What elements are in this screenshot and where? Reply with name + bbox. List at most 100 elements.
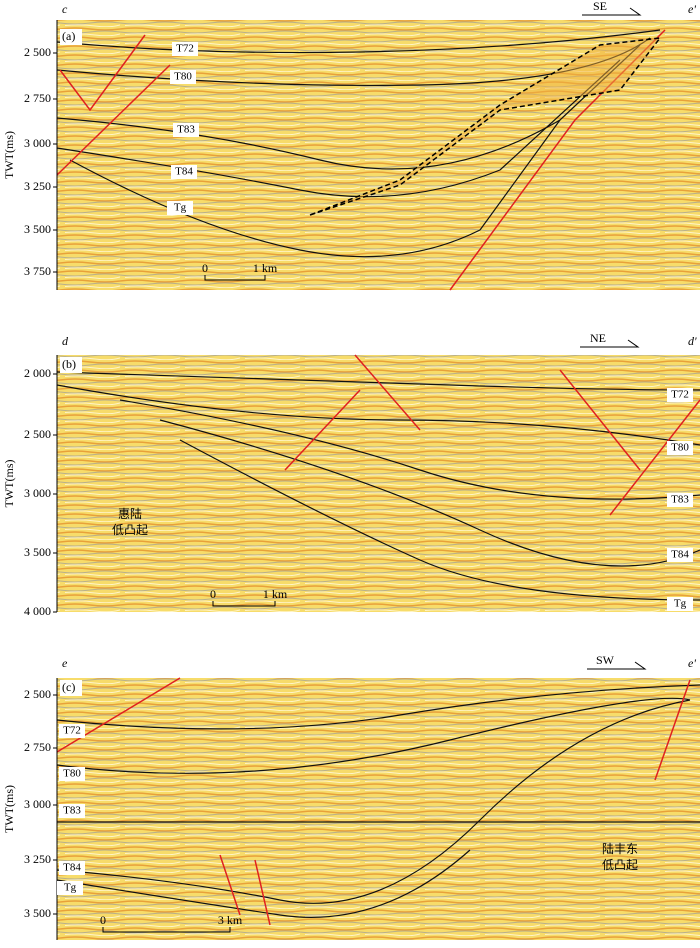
horizon-line: [56, 699, 691, 904]
horizon-label: T83: [671, 494, 689, 506]
y-tick-label: 3 500: [24, 906, 51, 920]
horizon-line: [56, 29, 661, 54]
scale-bar-label: 3 km: [218, 913, 243, 927]
fault-line: [609, 399, 700, 516]
horizon-label: Tg: [64, 882, 77, 894]
horizon-label-box: [57, 881, 83, 895]
structure-annotation: 低凸起: [602, 858, 638, 872]
horizon-label: T84: [63, 862, 81, 874]
direction-label: SE: [593, 0, 607, 13]
y-tick-label: 3 750: [24, 264, 51, 278]
horizon-line: [69, 119, 561, 258]
horizon-line: [56, 384, 700, 446]
panel-label: (a): [62, 29, 75, 43]
y-tick-label: 2 500: [24, 687, 51, 701]
section-start: c: [62, 2, 68, 16]
horizon-label: T83: [177, 124, 195, 136]
horizon-label-box: [667, 548, 693, 562]
horizon-label-box: [59, 724, 85, 738]
seismic-panel: 2 500 2 750 3 000 3 250 3 500 TWT(ms) e e' SW (c)…: [2, 653, 700, 940]
horizon-label: T84: [175, 166, 193, 178]
horizon-line: [56, 849, 471, 918]
section-end: e': [688, 2, 696, 16]
horizon-label: T84: [671, 549, 689, 561]
y-tick-label: 3 000: [24, 136, 51, 150]
horizon-label-box: [667, 493, 693, 507]
structure-annotation: 陆丰东: [602, 841, 638, 856]
horizon-line: [56, 697, 691, 774]
fault-line: [59, 34, 146, 112]
section-end: e': [688, 656, 696, 670]
fault-line: [654, 679, 691, 781]
section-start: d: [62, 334, 69, 348]
horizon-label-box: [171, 165, 197, 179]
axis-title: TWT(ms): [2, 131, 16, 179]
y-tick-label: 3 500: [24, 545, 51, 559]
axis-title: TWT(ms): [2, 460, 16, 508]
fault-line: [354, 354, 421, 431]
horizon-line: [56, 684, 700, 730]
direction-label: SW: [596, 653, 615, 667]
horizon-label: Tg: [674, 598, 687, 610]
y-tick-label: 3 250: [24, 179, 51, 193]
horizon-label: T72: [671, 389, 689, 401]
horizon-label-box: [170, 70, 196, 84]
seismic-panel: 2 500 2 750 3 000 3 250 3 500 3 750 TWT(ms) c e'…: [2, 0, 700, 291]
y-tick-label: 3 000: [24, 486, 51, 500]
y-tick-label: 2 000: [24, 366, 51, 380]
horizon-label-box: [667, 441, 693, 455]
horizon-line: [159, 419, 700, 567]
y-tick-label: 3 000: [24, 797, 51, 811]
scale-bar-label: 0: [202, 261, 208, 275]
horizon-label-box: [59, 861, 85, 875]
fault-line: [284, 389, 361, 471]
panel-label: (c): [62, 680, 75, 694]
section-start: e: [62, 656, 68, 670]
structure-annotation: 低凸起: [112, 523, 148, 537]
scale-bar-label: 0: [100, 913, 106, 927]
y-tick-label: 3 250: [24, 852, 51, 866]
horizon-label-box: [167, 201, 193, 215]
horizon-label: T80: [671, 442, 689, 454]
scale-bar-label: 0: [210, 587, 216, 601]
y-tick-label: 2 750: [24, 740, 51, 754]
direction-label: NE: [590, 331, 606, 345]
horizon-label-box: [667, 597, 693, 611]
fault-line: [219, 854, 241, 916]
y-tick-label: 3 500: [24, 222, 51, 236]
horizon-label-box: [172, 42, 198, 56]
horizon-line: [119, 399, 700, 500]
seismic-section: [57, 678, 700, 940]
horizon-line: [56, 371, 700, 391]
fault-line: [56, 64, 171, 176]
axis-title: TWT(ms): [2, 785, 16, 833]
horizon-label-box: [59, 767, 85, 781]
panel-label: (b): [62, 357, 76, 371]
scale-bar: [212, 601, 276, 607]
scale-bar: [102, 927, 231, 933]
panel-label-box: [60, 680, 82, 696]
section-end: d': [688, 334, 697, 348]
direction-arrow: [582, 7, 642, 16]
scale-bar: [204, 275, 266, 281]
seismic-panel: 2 000 2 500 3 000 3 500 4 000 TWT(ms) d d' NE (b)…: [2, 331, 700, 618]
structure-annotation: 惠陆: [118, 506, 142, 521]
direction-arrow: [587, 661, 647, 670]
y-tick-label: 2 750: [24, 91, 51, 105]
horizon-label-box: [173, 123, 199, 137]
horizon-label: T72: [63, 725, 81, 737]
horizon-label: T83: [63, 805, 81, 817]
horizon-line: [56, 59, 621, 198]
fault-line: [559, 369, 641, 471]
panel-label-box: [60, 357, 82, 373]
horizon-label-box: [667, 388, 693, 402]
y-tick-label: 4 000: [24, 604, 51, 618]
fan-body: [309, 37, 662, 216]
scale-bar-label: 1 km: [253, 261, 278, 275]
horizon-label: T72: [176, 43, 194, 55]
horizon-label: T80: [174, 71, 192, 83]
direction-arrow: [580, 339, 640, 348]
scale-bar-label: 1 km: [263, 587, 288, 601]
